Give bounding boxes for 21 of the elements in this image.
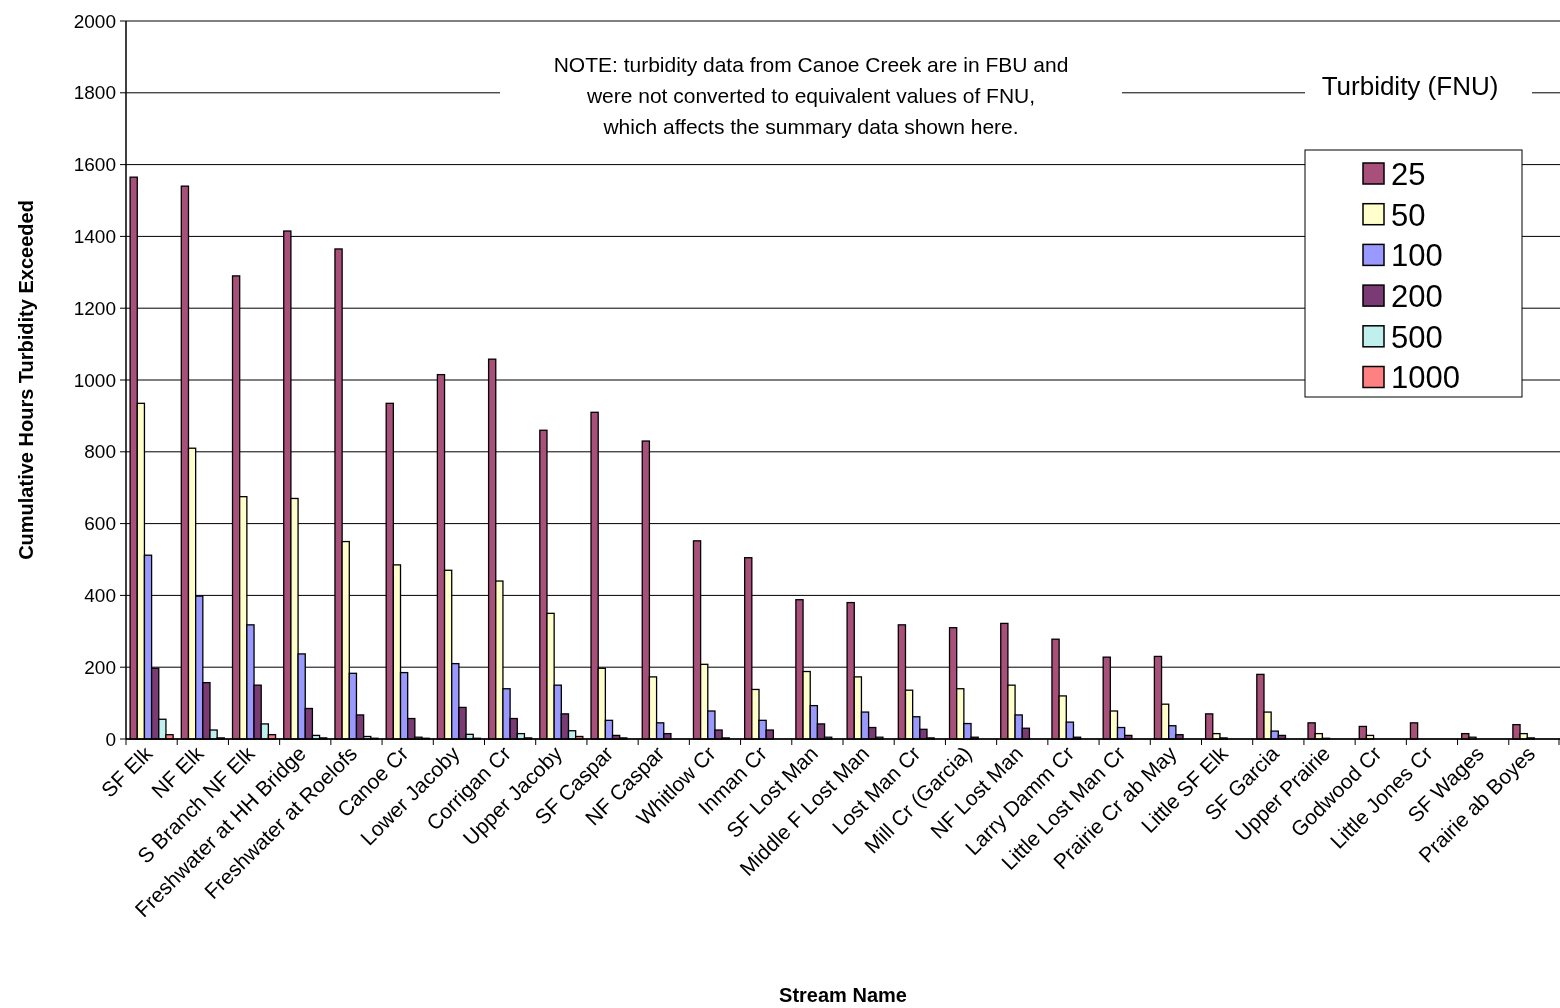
x-axis-title: Stream Name (779, 984, 907, 1006)
annotation: NOTE: turbidity data from Canoe Creek are in FBU and were not converted to equivalent values of FNU, which affects the summary data shown here. (553, 53, 1069, 138)
y-tick-label: 400 (84, 585, 116, 607)
y-tick-label: 0 (105, 728, 116, 750)
y-tick-label: 800 (84, 441, 116, 463)
y-tick-label: 1800 (73, 82, 116, 104)
y-tick-label: 1600 (73, 154, 116, 176)
y-tick-label: 1000 (73, 369, 116, 391)
y-tick-label: 600 (84, 513, 116, 535)
legend-label: 100 (1391, 238, 1443, 274)
y-tick-label: 1400 (73, 226, 116, 248)
legend-title: Turbidity (FNU) (1321, 71, 1499, 102)
y-tick-label: 1200 (73, 297, 116, 319)
legend-label: 1000 (1391, 360, 1460, 396)
y-tick-label: 200 (84, 656, 116, 678)
legend-label: 50 (1391, 197, 1426, 233)
legend-label: 500 (1391, 319, 1443, 355)
y-tick-label: 2000 (73, 10, 116, 32)
legend-label: 200 (1391, 278, 1443, 314)
legend-label: 25 (1391, 156, 1426, 192)
y-axis-title: Cumulative Hours Turbidity Exceeded (15, 200, 37, 560)
